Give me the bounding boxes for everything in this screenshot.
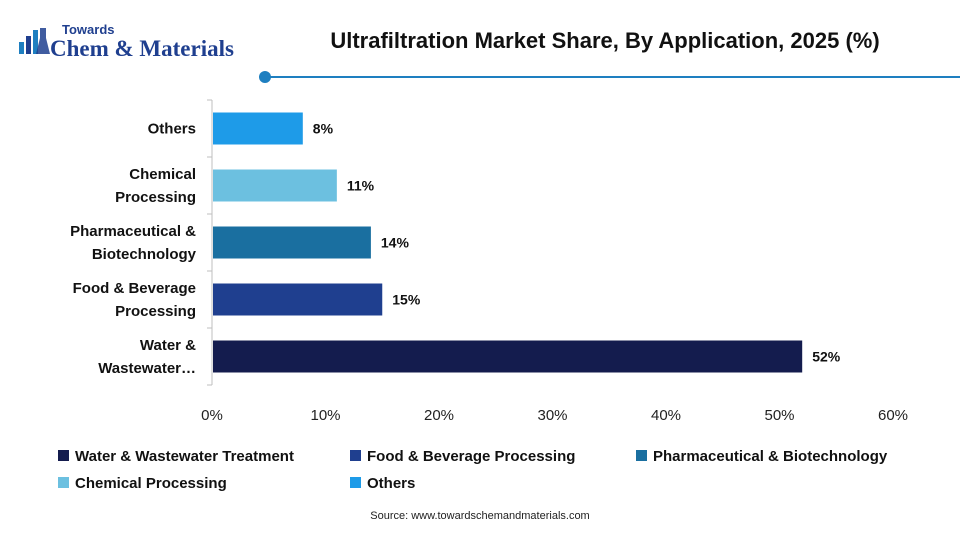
bar xyxy=(213,112,303,145)
brand-logo: Towards Chem & Materials xyxy=(16,18,256,66)
category-label: Food & Beverage xyxy=(73,280,196,297)
legend-swatch xyxy=(636,450,647,461)
category-label: Wastewater… xyxy=(98,360,196,377)
x-tick-label: 60% xyxy=(878,407,908,424)
x-tick-label: 0% xyxy=(201,407,223,424)
data-label: 8% xyxy=(313,121,334,137)
legend-swatch xyxy=(350,450,361,461)
legend-label: Others xyxy=(367,475,416,492)
legend-swatch xyxy=(58,477,69,488)
title-divider xyxy=(266,76,960,78)
category-label: Biotechnology xyxy=(92,246,197,263)
bar xyxy=(213,340,803,373)
data-label: 14% xyxy=(381,235,410,251)
category-label: Chemical xyxy=(129,166,196,183)
brand-line-1: Towards xyxy=(62,22,115,37)
flask-icon xyxy=(19,28,50,54)
category-label: Processing xyxy=(115,189,196,206)
legend-label: Chemical Processing xyxy=(75,475,227,492)
bar xyxy=(213,283,383,316)
legend-swatch xyxy=(350,477,361,488)
bar xyxy=(213,169,337,202)
legend-item-pharma: Pharmaceutical & Biotechnology xyxy=(636,448,887,465)
x-tick-label: 40% xyxy=(651,407,681,424)
data-label: 15% xyxy=(392,292,421,308)
category-label: Processing xyxy=(115,303,196,320)
x-tick-label: 50% xyxy=(764,407,794,424)
category-label: Pharmaceutical & xyxy=(70,223,196,240)
x-tick-label: 20% xyxy=(424,407,454,424)
data-label: 11% xyxy=(347,178,375,194)
category-label: Water & xyxy=(140,337,196,354)
x-tick-label: 10% xyxy=(310,407,340,424)
legend-item-food: Food & Beverage Processing xyxy=(350,448,575,465)
source-note: Source: www.towardschemandmaterials.com xyxy=(370,510,590,522)
brand-line-2: Chem & Materials xyxy=(50,36,234,61)
title-divider-dot xyxy=(259,71,271,83)
legend-label: Food & Beverage Processing xyxy=(367,448,576,465)
legend-item-chemical: Chemical Processing xyxy=(58,475,227,492)
bar-chart: 52% Water & Wastewater… 15% Food & Beverage P… xyxy=(70,99,908,424)
category-label: Others xyxy=(148,121,196,138)
data-label: 52% xyxy=(812,349,841,365)
legend-label: Pharmaceutical & Biotechnology xyxy=(653,448,888,465)
x-tick-label: 30% xyxy=(537,407,567,424)
legend-item-others: Others xyxy=(350,475,415,492)
page-title: Ultrafiltration Market Share, By Applica… xyxy=(330,28,880,53)
legend-swatch xyxy=(58,450,69,461)
legend-item-water: Water & Wastewater Treatment xyxy=(58,448,294,465)
legend-label: Water & Wastewater Treatment xyxy=(75,448,294,465)
bar xyxy=(213,226,371,259)
